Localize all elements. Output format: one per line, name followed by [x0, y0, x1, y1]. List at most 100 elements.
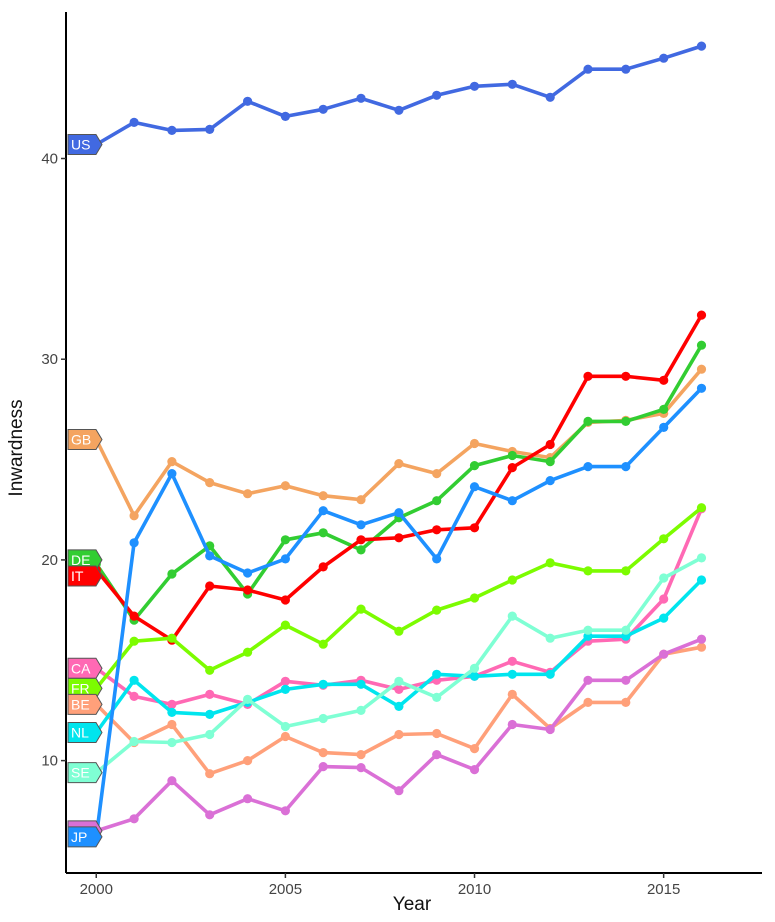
data-point: [659, 534, 669, 544]
data-point: [167, 737, 177, 748]
y-tick-label: 30: [41, 351, 58, 368]
data-point: [167, 633, 177, 643]
data-point: [469, 744, 480, 754]
data-point: [507, 79, 517, 89]
data-point: [696, 553, 707, 563]
data-point: [394, 684, 404, 695]
data-point: [507, 575, 517, 585]
data-point: [583, 697, 593, 708]
data-point: [394, 701, 404, 712]
data-point: [205, 729, 215, 740]
data-point: [205, 551, 215, 561]
data-point: [394, 459, 404, 469]
series-se: [91, 553, 707, 778]
series-tag-label: DE: [71, 552, 90, 568]
data-point: [545, 457, 555, 467]
x-tick-label: 2015: [647, 881, 680, 898]
data-point: [356, 495, 366, 505]
data-point: [583, 566, 593, 576]
series-it: [91, 310, 707, 645]
data-point: [432, 669, 442, 679]
data-point: [205, 689, 215, 700]
data-point: [432, 525, 442, 535]
data-point: [432, 692, 442, 703]
data-point: [280, 481, 290, 491]
series-line-it: [94, 313, 704, 643]
series-line-us: [94, 44, 704, 147]
data-point: [318, 679, 328, 689]
data-point: [280, 721, 290, 732]
data-point: [394, 533, 404, 543]
series-tag-label: GB: [71, 431, 91, 447]
data-point: [696, 634, 707, 644]
data-point: [243, 647, 253, 657]
series-tag-se: SE: [67, 762, 103, 784]
data-point: [280, 676, 290, 686]
data-point: [507, 450, 517, 461]
data-point: [243, 489, 253, 499]
data-point: [394, 676, 404, 686]
data-point: [621, 64, 631, 74]
data-point: [507, 611, 517, 621]
data-point: [545, 476, 555, 486]
data-point: [129, 691, 139, 702]
data-point: [583, 64, 593, 74]
data-point: [394, 729, 404, 740]
data-point: [356, 763, 366, 773]
data-point: [545, 558, 555, 568]
data-point: [243, 756, 253, 766]
y-tick-label: 40: [41, 151, 58, 168]
series-tag-shape: [67, 657, 103, 679]
series-tag-be: BE: [67, 693, 103, 715]
data-point: [507, 463, 517, 473]
data-point: [469, 671, 480, 681]
data-point: [205, 709, 215, 720]
data-point: [469, 461, 480, 471]
data-point: [394, 105, 404, 115]
data-point: [469, 81, 480, 91]
data-point: [545, 92, 555, 102]
data-point: [205, 124, 215, 134]
data-point: [545, 633, 555, 643]
data-point: [129, 736, 139, 747]
y-tick-label: 10: [41, 753, 58, 770]
series-us: [91, 41, 707, 150]
y-axis-title: Inwardness: [6, 399, 27, 496]
data-point: [696, 575, 707, 585]
data-point: [659, 613, 669, 623]
data-point: [696, 642, 707, 652]
data-point: [545, 439, 555, 450]
data-point: [696, 364, 707, 374]
data-point: [469, 663, 480, 673]
x-tick-label: 2010: [458, 881, 491, 898]
data-point: [167, 699, 177, 710]
data-point: [356, 520, 366, 530]
data-point: [167, 469, 177, 479]
series-tag-us: US: [67, 133, 103, 155]
data-point: [469, 765, 480, 775]
y-tick-label: 20: [41, 552, 58, 569]
series-tag-nl: NL: [67, 722, 103, 744]
series-tag-gb: GB: [67, 428, 103, 450]
data-point: [432, 605, 442, 615]
data-point: [583, 371, 593, 381]
series-de: [91, 340, 707, 625]
data-point: [394, 626, 404, 636]
series-line-de: [94, 343, 704, 622]
data-point: [280, 620, 290, 630]
series-layer: [91, 41, 707, 842]
series-tag-ca: CA: [67, 657, 103, 679]
data-point: [621, 371, 631, 381]
series-tag-shape: [67, 565, 103, 587]
data-point: [243, 794, 253, 804]
data-point: [696, 310, 707, 320]
data-point: [432, 728, 442, 739]
data-point: [356, 679, 366, 689]
data-point: [318, 713, 328, 724]
data-point: [659, 649, 669, 659]
series-tag-shape: [67, 722, 103, 744]
series-ch: [91, 634, 707, 836]
data-point: [129, 636, 139, 646]
series-tag-label: BE: [71, 696, 90, 712]
series-tag-label: IT: [71, 568, 84, 584]
